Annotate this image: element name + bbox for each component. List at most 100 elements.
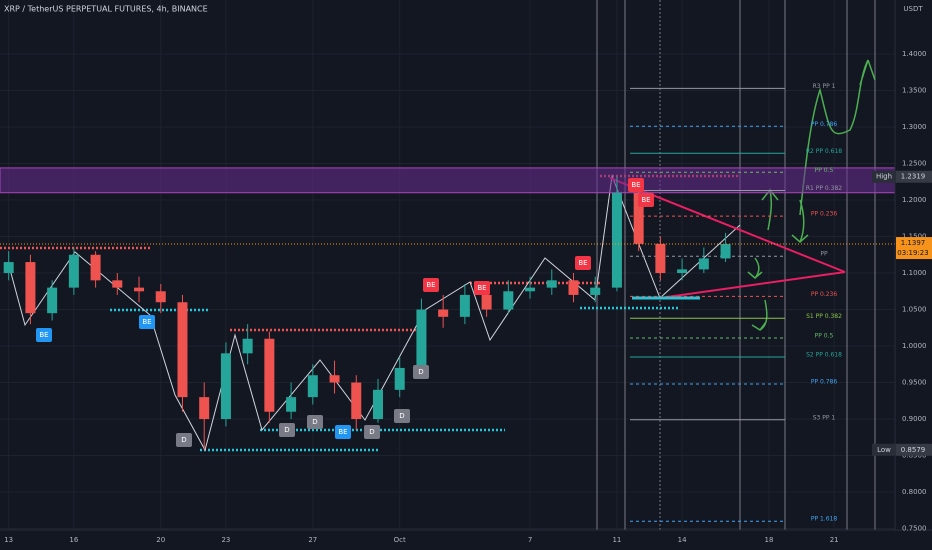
drawn-arrow — [747, 257, 763, 280]
countdown: 03:19:23 — [897, 249, 928, 257]
candle-body — [720, 244, 731, 259]
candle-body — [611, 192, 622, 288]
signal-marker — [364, 425, 380, 439]
x-tick-label: 14 — [678, 536, 687, 544]
candle-body — [25, 262, 36, 314]
high-value-badge — [896, 170, 932, 183]
signal-marker — [413, 365, 429, 379]
candle-body — [459, 294, 470, 317]
signal-label: BE — [641, 196, 650, 204]
y-tick-label: 1.0000 — [902, 342, 927, 350]
y-tick-label: 1.3000 — [902, 123, 927, 131]
signal-label: D — [312, 418, 317, 426]
candle-body — [220, 353, 231, 420]
x-tick-label: 18 — [765, 536, 774, 544]
pivot-label: PP 0.236 — [811, 291, 838, 298]
candle-body — [655, 243, 666, 274]
candle-body — [68, 254, 79, 288]
low-label: Low — [877, 446, 891, 454]
signal-marker — [139, 315, 155, 329]
candle-body — [199, 397, 210, 420]
drawn-arrow — [799, 59, 876, 216]
pivot-label: PP 0.236 — [811, 211, 838, 218]
low-value: 0.8579 — [901, 446, 926, 454]
candle-body — [90, 254, 101, 281]
pivot-label: R1 PP 0.382 — [806, 185, 842, 192]
chart-title: XRP / TetherUS PERPETUAL FUTURES, 4h, BI… — [4, 5, 208, 14]
y-tick-label: 1.2000 — [902, 196, 927, 204]
candle-body — [633, 192, 644, 244]
candle-body — [416, 309, 427, 368]
y-tick-label: 0.9000 — [902, 415, 927, 423]
pivot-label: PP — [820, 251, 828, 258]
drawn-arrow — [751, 299, 768, 331]
y-tick-label: 0.7500 — [902, 525, 927, 533]
signal-label: BE — [578, 259, 587, 267]
signal-marker — [335, 425, 351, 439]
candle-body — [329, 375, 340, 383]
signal-marker — [176, 433, 192, 447]
signal-marker — [474, 281, 490, 295]
candle-body — [394, 367, 405, 390]
y-tick-label: 0.8000 — [902, 488, 927, 496]
drawn-arrow — [791, 199, 809, 244]
candle-body — [307, 375, 318, 398]
signal-marker — [36, 328, 52, 342]
pivot-label: PP 0.5 — [815, 333, 834, 340]
signal-marker — [628, 178, 644, 192]
signal-label: BE — [142, 318, 151, 326]
signal-marker — [638, 193, 654, 207]
last-price-value: 1.1397 — [901, 239, 926, 247]
signal-label: BE — [338, 428, 347, 436]
signal-label: BE — [426, 281, 435, 289]
pivot-label: S2 PP 0.618 — [806, 351, 842, 358]
candle-body — [155, 291, 166, 303]
currency-label: USDT — [903, 5, 923, 13]
candle-body — [503, 291, 514, 310]
x-tick-label: 13 — [4, 536, 13, 544]
signal-marker — [307, 415, 323, 429]
candle-body — [134, 287, 145, 292]
signal-label: D — [418, 368, 423, 376]
signal-marker — [423, 278, 439, 292]
x-tick-label: 11 — [612, 536, 621, 544]
triangle-line — [659, 271, 846, 299]
pivot-label: S3 PP 1 — [813, 414, 836, 421]
candle-body — [351, 382, 362, 420]
pivot-label: PP 0.786 — [811, 121, 838, 128]
y-tick-label: 1.4000 — [902, 50, 927, 58]
candle-body — [698, 258, 709, 270]
signal-label: BE — [39, 331, 48, 339]
pivot-label: R2 PP 0.618 — [806, 148, 842, 155]
candle-body — [47, 287, 58, 314]
candle-body — [264, 338, 275, 412]
signal-label: BE — [477, 284, 486, 292]
y-tick-label: 1.1000 — [902, 269, 927, 277]
pivot-label: R3 PP 1 — [813, 83, 836, 90]
x-tick-label: Oct — [394, 536, 406, 544]
candle-body — [286, 397, 297, 412]
signal-marker — [279, 423, 295, 437]
y-tick-label: 1.0500 — [902, 306, 927, 314]
pivot-label: PP 0.5 — [815, 167, 834, 174]
candle-body — [590, 287, 601, 295]
signal-label: D — [369, 428, 374, 436]
y-tick-label: 1.1500 — [902, 233, 927, 241]
signal-label: BE — [631, 181, 640, 189]
candle-body — [438, 309, 449, 317]
zigzag — [7, 174, 741, 452]
candle-body — [677, 269, 688, 274]
candle-body — [568, 280, 579, 295]
candle-body — [3, 262, 14, 274]
x-tick-label: 20 — [156, 536, 165, 544]
y-tick-label: 1.2500 — [902, 160, 927, 168]
x-tick-label: 21 — [830, 536, 839, 544]
x-tick-label: 7 — [528, 536, 532, 544]
price-axis — [895, 0, 932, 550]
candle-body — [242, 338, 253, 354]
y-tick-label: 0.9500 — [902, 379, 927, 387]
candle-body — [177, 302, 188, 398]
pivot-label: PP 0.786 — [811, 378, 838, 385]
